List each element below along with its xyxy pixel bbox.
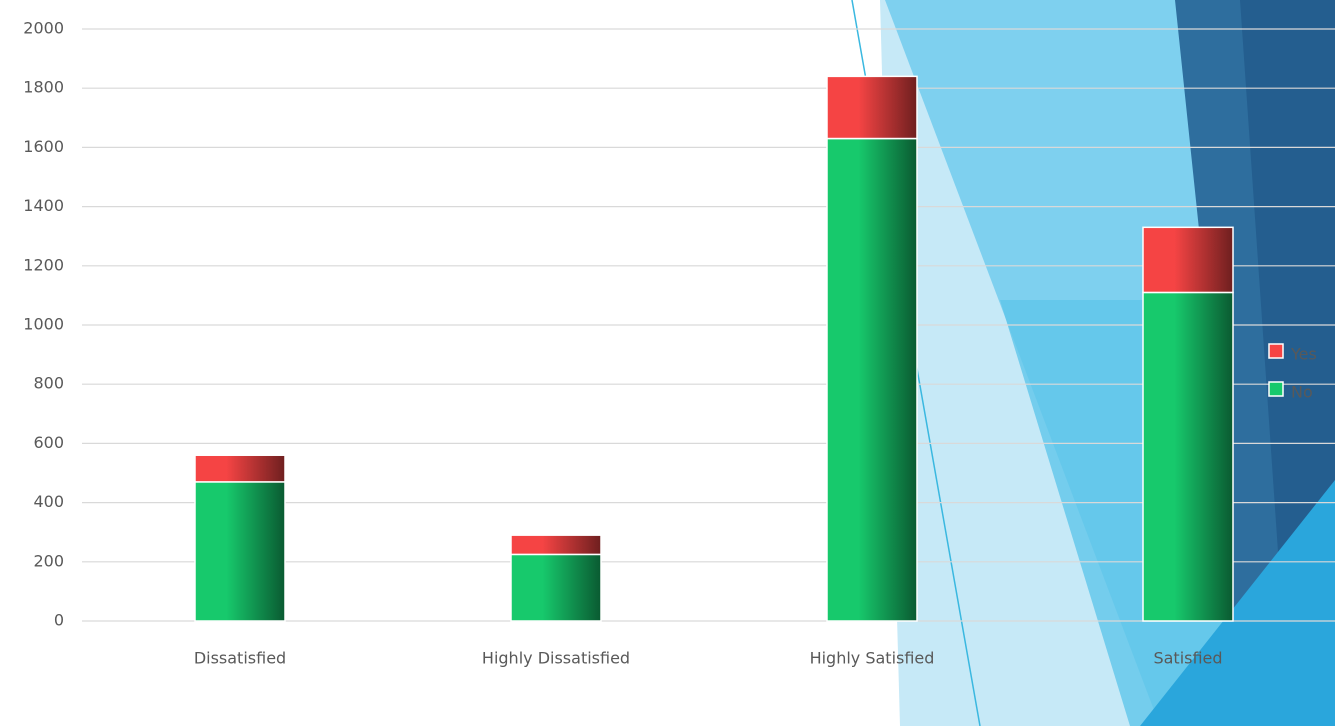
plot-area: 0 200 400 600 800 1000 1200 1400 1600 1800 2000 Dis… [23,19,1335,668]
y-tick-label: 1600 [23,137,64,156]
y-tick-label: 1800 [23,78,64,97]
x-tick-label: Highly Satisfied [810,649,935,668]
y-tick-label: 0 [54,611,64,630]
y-tick-label: 200 [33,551,64,570]
legend-label: Yes [1290,345,1317,364]
y-tick-label: 1200 [23,255,64,274]
x-tick-label: Highly Dissatisfied [482,649,630,668]
y-tick-label: 2000 [23,19,64,38]
y-tick-label: 600 [33,433,64,452]
x-tick-label: Dissatisfied [194,649,286,668]
bar-segment [194,481,286,622]
bar-segment [1142,226,1234,294]
y-tick-label: 1400 [23,196,64,215]
x-tick-label: Satisfied [1153,649,1222,668]
y-tick-label: 800 [33,374,64,393]
background-decoration [851,0,1335,726]
bar-segment [1142,291,1234,622]
decor-shape [1140,480,1335,726]
bar-segment [194,454,286,483]
legend-swatch [1268,343,1284,359]
legend-label: No [1291,383,1313,402]
bar-segment [826,137,918,622]
bar-segment [510,534,602,556]
legend-swatch [1268,381,1284,397]
y-tick-label: 400 [33,492,64,511]
y-tick-label: 1000 [23,315,64,334]
bar-segment [510,553,602,622]
bar-segment [826,75,918,140]
